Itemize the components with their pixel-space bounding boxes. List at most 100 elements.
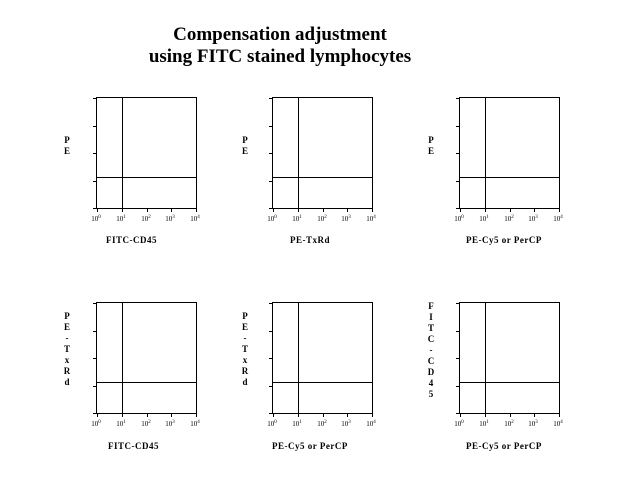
x-axis-tick [347,413,348,417]
x-tick-label: 100 [267,420,277,428]
y-axis-tick [269,331,273,332]
x-tick-label: 102 [141,215,151,223]
y-axis-tick [93,208,97,209]
x-tick-label: 104 [553,215,563,223]
horizontal-gate-line [97,177,196,178]
x-axis-tick [147,413,148,417]
y-axis-label: F I T C - C D 4 5 [427,301,435,399]
x-tick-label: 102 [317,215,327,223]
x-tick-label: 104 [366,420,376,428]
x-tick-label: 102 [141,420,151,428]
y-axis-tick [93,358,97,359]
x-axis-tick [122,208,123,212]
x-tick-label: 100 [91,215,101,223]
horizontal-gate-line [273,177,372,178]
y-axis-label: P E - T x R d [241,311,249,387]
y-axis-tick [93,331,97,332]
plot-frame [93,97,197,212]
horizontal-gate-line [460,177,559,178]
y-axis-tick [269,386,273,387]
x-axis-tick [122,413,123,417]
x-axis-label: PE-Cy5 or PerCP [272,441,348,451]
vertical-gate-line [122,98,123,208]
x-axis-tick [460,208,461,212]
y-axis-tick [456,208,460,209]
x-axis-tick [460,413,461,417]
y-axis-tick [93,98,97,99]
y-axis-tick [93,303,97,304]
y-axis-tick [269,303,273,304]
title-line-1: Compensation adjustment [173,24,387,45]
x-axis-tick [97,413,98,417]
y-axis-tick [269,181,273,182]
x-axis-tick [559,413,560,417]
x-axis-label: PE-Cy5 or PerCP [466,235,542,245]
x-axis-tick [372,413,373,417]
x-axis-tick [559,208,560,212]
x-tick-label: 101 [479,215,489,223]
x-tick-label: 104 [366,215,376,223]
x-tick-label: 101 [116,420,126,428]
y-axis-label: P E [241,135,248,156]
y-axis-tick [93,413,97,414]
y-axis-label: P E [427,135,434,156]
x-tick-label: 103 [165,215,175,223]
x-tick-label: 104 [190,215,200,223]
plot-frame [269,97,373,212]
y-axis-tick [456,153,460,154]
x-tick-label: 102 [317,420,327,428]
x-axis-tick [196,413,197,417]
plot-frame [269,302,373,417]
x-axis-tick [97,208,98,212]
vertical-gate-line [485,303,486,413]
horizontal-gate-line [97,382,196,383]
x-tick-label: 103 [341,420,351,428]
x-axis-tick [298,413,299,417]
horizontal-gate-line [460,382,559,383]
x-tick-label: 103 [528,420,538,428]
y-axis-tick [269,98,273,99]
x-tick-label: 101 [116,215,126,223]
y-axis-tick [456,126,460,127]
x-tick-label: 104 [190,420,200,428]
x-tick-label: 101 [479,420,489,428]
x-tick-label: 100 [91,420,101,428]
x-axis-tick [196,208,197,212]
title-line-2: using FITC stained lymphocytes [148,46,412,67]
y-axis-tick [269,413,273,414]
x-axis-tick [510,208,511,212]
x-axis-tick [273,208,274,212]
x-axis-tick [347,208,348,212]
vertical-gate-line [298,303,299,413]
y-axis-tick [456,386,460,387]
y-axis-tick [456,358,460,359]
vertical-gate-line [298,98,299,208]
x-axis-tick [510,413,511,417]
y-axis-tick [93,386,97,387]
y-axis-tick [269,126,273,127]
plot-frame [93,302,197,417]
y-axis-tick [456,413,460,414]
x-axis-tick [171,413,172,417]
x-tick-label: 103 [165,420,175,428]
x-tick-label: 100 [454,420,464,428]
x-axis-label: FITC-CD45 [106,235,157,245]
x-axis-tick [485,413,486,417]
x-axis-tick [485,208,486,212]
page-title: Compensation adjustment using FITC stain… [0,24,560,68]
y-axis-tick [93,126,97,127]
y-axis-tick [456,303,460,304]
x-tick-label: 103 [528,215,538,223]
x-tick-label: 103 [341,215,351,223]
x-axis-tick [323,208,324,212]
y-axis-tick [269,208,273,209]
y-axis-tick [269,358,273,359]
x-axis-label: PE-TxRd [290,235,331,245]
x-tick-label: 100 [267,215,277,223]
vertical-gate-line [122,303,123,413]
y-axis-label: P E [63,135,70,156]
x-axis-tick [323,413,324,417]
x-tick-label: 102 [504,420,514,428]
y-axis-tick [93,153,97,154]
